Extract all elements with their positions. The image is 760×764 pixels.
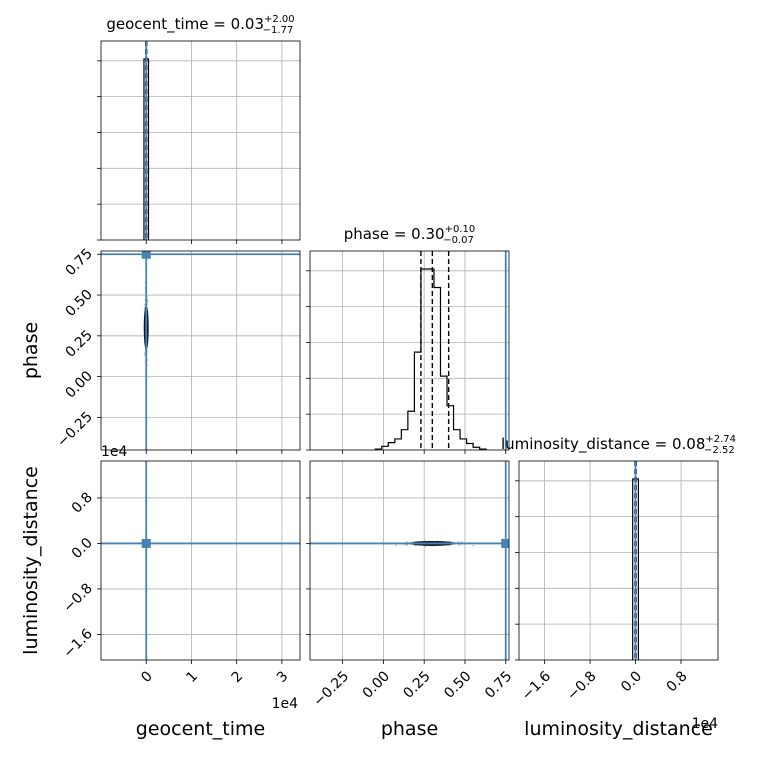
title-minus: −2.52 <box>704 445 735 456</box>
truth-marker <box>141 538 151 548</box>
y-axis-label-phase: phase <box>20 322 42 379</box>
truth-marker <box>501 538 509 548</box>
title-plus: +0.10 <box>445 224 476 235</box>
panel-frame <box>100 250 301 451</box>
x-tick-label: 0.50 <box>441 668 474 701</box>
panel-luminosity_distance-vs-luminosity_distance: luminosity_distance = 0.08+2.74 −2.52 −1.6… <box>501 434 736 740</box>
y-tick-label: 0.0 <box>69 535 96 562</box>
panel-content <box>101 41 300 240</box>
x-axis-label-phase: phase <box>381 718 438 740</box>
offset-text-y-luminosity-distance: 1e4 <box>101 444 128 460</box>
x-tick-label: 0.0 <box>618 668 645 695</box>
title-luminosity_distance: luminosity_distance = 0.08+2.74 −2.52 <box>501 434 736 456</box>
panel-geocent_time-vs-geocent_time: geocent_time = 0.03+2.00 −1.77 <box>97 14 301 244</box>
sample-point <box>458 543 461 546</box>
panel-content <box>101 461 300 660</box>
panel-content <box>310 251 509 450</box>
panel-content <box>101 251 300 450</box>
sample-point <box>395 544 397 547</box>
x-tick-label: 3 <box>274 668 292 686</box>
x-tick-label: 1 <box>183 668 201 686</box>
x-tick-label: 0.25 <box>400 668 433 701</box>
offset-text-x-luminosity-distance: 1e4 <box>692 716 719 732</box>
y-tick-label: 0.75 <box>62 246 95 279</box>
x-tick-label: 0.00 <box>360 668 393 701</box>
panel-content <box>310 461 509 660</box>
y-tick-label: −1.6 <box>60 626 95 661</box>
title-text: phase = 0.30 <box>344 225 445 243</box>
x-axis-label-geocent_time: geocent_time <box>136 718 265 740</box>
title-minus: −0.07 <box>443 235 474 246</box>
title-plus: +2.74 <box>705 434 736 445</box>
y-tick-label: 0.25 <box>62 327 95 360</box>
sample-point <box>406 544 409 546</box>
panel-luminosity_distance-vs-phase: −0.25 0.00 0.25 0.50 0.75 phase <box>306 460 515 740</box>
x-tick-label: −0.25 <box>311 668 353 710</box>
y-axis-label-luminosity_distance: luminosity_distance <box>20 466 42 655</box>
panel-frame <box>309 250 510 451</box>
title-geocent_time: geocent_time = 0.03+2.00 −1.77 <box>106 14 294 36</box>
panel-frame <box>309 460 510 661</box>
x-tick-label: 0.8 <box>664 668 691 695</box>
panel-frame <box>100 40 301 241</box>
sample-point <box>472 544 475 547</box>
panel-frame <box>100 460 301 661</box>
y-tick-label: −0.25 <box>54 409 96 451</box>
y-tick-label: 0.00 <box>62 368 95 401</box>
y-tick-label: −0.8 <box>60 580 95 615</box>
x-tick-label: 0 <box>138 668 156 686</box>
sample-point <box>457 541 460 543</box>
y-tick-label: 0.50 <box>62 287 95 320</box>
panel-phase-vs-phase: phase = 0.30+0.10 −0.07 <box>306 224 510 454</box>
x-axis-label-luminosity_distance: luminosity_distance <box>524 718 713 740</box>
x-tick-label: −0.8 <box>564 668 599 703</box>
offset-text-x-geocent-time: 1e4 <box>272 696 299 712</box>
y-tick-label: 0.8 <box>69 489 96 516</box>
title-phase: phase = 0.30+0.10 −0.07 <box>344 224 475 246</box>
panel-frame <box>518 460 719 661</box>
panel-content <box>519 461 718 660</box>
x-tick-label: 0.75 <box>482 668 515 701</box>
panel-luminosity_distance-vs-geocent_time: 0 1 2 3 geocent_time −1.6 −0.8 0.0 0.8 luminosity… <box>20 460 301 740</box>
title-minus: −1.77 <box>263 25 294 36</box>
sample-point <box>143 354 146 356</box>
truth-marker <box>141 251 151 259</box>
title-text: luminosity_distance = 0.08 <box>501 435 705 454</box>
sample-point <box>143 303 146 306</box>
x-tick-label: 2 <box>229 668 247 686</box>
title-text: geocent_time = 0.03 <box>106 15 264 34</box>
panel-phase-vs-geocent_time: −0.25 0.00 0.25 0.50 0.75 phase <box>20 246 301 454</box>
title-plus: +2.00 <box>264 14 295 25</box>
x-tick-label: −1.6 <box>519 668 554 703</box>
histogram-phase <box>374 268 487 450</box>
